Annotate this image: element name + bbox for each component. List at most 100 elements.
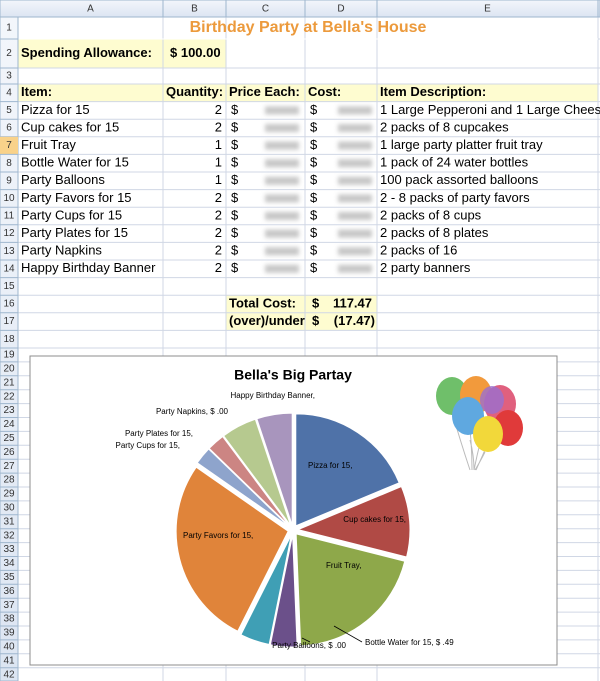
allowance-label: Spending Allowance: [21,45,152,60]
item-description: 2 packs of 8 cups [380,207,482,222]
row-header: 39 [3,628,15,639]
row-header: 14 [3,263,15,274]
column-header-bar [0,0,600,18]
item-name: Cup cakes for 15 [21,119,119,134]
blurred-cost [338,141,372,150]
column-title: Item Description: [380,84,486,99]
item-description: 2 - 8 packs of party favors [380,190,530,205]
row-header: 42 [3,669,15,680]
row-header: 17 [3,316,15,327]
allowance-value: $ 100.00 [170,45,221,60]
slice-label: Party Plates for 15, [125,429,193,438]
row-header: 28 [3,475,15,486]
over-under-value: (17.47) [334,313,375,328]
over-under-label: (over)/under [229,313,305,328]
currency-sign: $ [310,102,318,117]
cell-fill [18,39,226,68]
balloons-image [436,376,523,471]
row-header: 23 [3,405,15,416]
blurred-price [265,124,299,132]
item-quantity: 2 [215,102,222,117]
pie-slice [256,412,293,526]
row-header: 37 [3,600,15,611]
row-header: 13 [3,246,15,257]
item-quantity: 1 [215,172,222,187]
item-quantity: 2 [215,225,222,240]
row-header: 7 [6,140,12,151]
column-header: A [87,4,94,15]
currency-sign: $ [310,119,318,134]
row-header: 30 [3,502,15,513]
column-header: E [484,4,491,15]
item-quantity: 2 [215,260,222,275]
row-header: 19 [3,350,15,361]
currency-sign: $ [310,155,318,170]
total-value: 117.47 [333,295,372,310]
item-description: 1 pack of 24 water bottles [380,155,529,170]
row-header: 31 [3,516,15,527]
slice-label: Party Balloons, $ .00 [272,641,346,650]
slice-label: Happy Birthday Banner, [231,391,316,400]
currency-sign: $ [231,137,239,152]
item-description: 2 party banners [380,260,471,275]
row-header: 21 [3,377,15,388]
selected-row-header [0,136,18,155]
row-header: 2 [6,48,12,59]
row-header: 22 [3,391,15,402]
row-header: 27 [3,461,15,472]
slice-label: Party Favors for 15, [183,531,253,540]
row-header: 9 [6,175,12,186]
item-name: Fruit Tray [21,137,76,152]
column-title: Price Each: [229,84,300,99]
item-name: Party Favors for 15 [21,190,132,205]
slice-label: Party Napkins, $ .00 [156,407,229,416]
currency-sign: $ [231,243,239,258]
item-description: 2 packs of 16 [380,243,457,258]
pie-slice [295,533,406,647]
row-header: 32 [3,530,15,541]
currency-sign: $ [310,207,318,222]
pie-chart[interactable]: Bella's Big Partay Pizza for 15, Cup cake… [29,355,558,666]
pie-slice [240,534,292,646]
row-header: 20 [3,363,15,374]
pie-slice [222,418,292,526]
row-header: 26 [3,447,15,458]
item-quantity: 2 [215,207,222,222]
blurred-cost [338,247,372,256]
currency-sign: $ [310,243,318,258]
item-name: Party Napkins [21,243,102,258]
pie-slice [208,435,291,527]
blurred-price [265,212,299,220]
row-header: 10 [3,193,15,204]
slice-label: Fruit Tray, [326,561,361,570]
row-header: 33 [3,544,15,555]
currency-sign: $ [312,313,320,328]
item-name: Bottle Water for 15 [21,155,129,170]
item-name: Party Plates for 15 [21,225,128,240]
blurred-price [265,159,299,168]
blurred-cost [338,194,372,203]
item-name: Party Cups for 15 [21,207,122,222]
currency-sign: $ [310,190,318,205]
blurred-price [265,141,299,150]
currency-sign: $ [231,190,239,205]
row-header: 16 [3,299,15,310]
item-quantity: 1 [215,155,222,170]
blurred-cost [338,264,372,273]
pie-slice [295,413,400,527]
blurred-cost [338,212,372,220]
slice-label: Cup cakes for 15, [343,515,406,524]
row-header: 29 [3,489,15,500]
slice-label: Party Cups for 15, [116,441,180,450]
pie-slice [175,466,289,632]
blurred-cost [338,159,372,168]
currency-sign: $ [310,172,318,187]
row-header: 25 [3,433,15,444]
currency-sign: $ [231,225,239,240]
row-header: 15 [3,281,15,292]
currency-sign: $ [231,155,239,170]
currency-sign: $ [231,207,239,222]
currency-sign: $ [231,119,239,134]
